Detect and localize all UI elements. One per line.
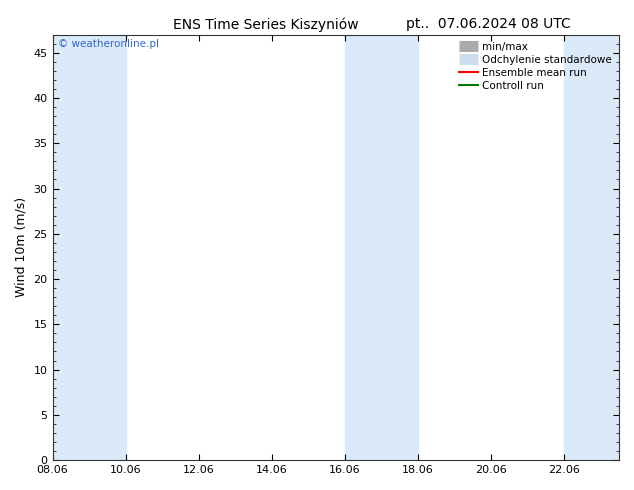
Bar: [345, 35, 418, 460]
Y-axis label: Wind 10m (m/s): Wind 10m (m/s): [15, 197, 28, 297]
Bar: [564, 35, 619, 460]
Text: pt..  07.06.2024 08 UTC: pt.. 07.06.2024 08 UTC: [406, 17, 571, 31]
Bar: [53, 35, 126, 460]
Legend: min/max, Odchylenie standardowe, Ensemble mean run, Controll run: min/max, Odchylenie standardowe, Ensembl…: [457, 40, 614, 93]
Text: ENS Time Series Kiszyniów: ENS Time Series Kiszyniów: [174, 17, 359, 32]
Text: © weatheronline.pl: © weatheronline.pl: [58, 39, 159, 49]
